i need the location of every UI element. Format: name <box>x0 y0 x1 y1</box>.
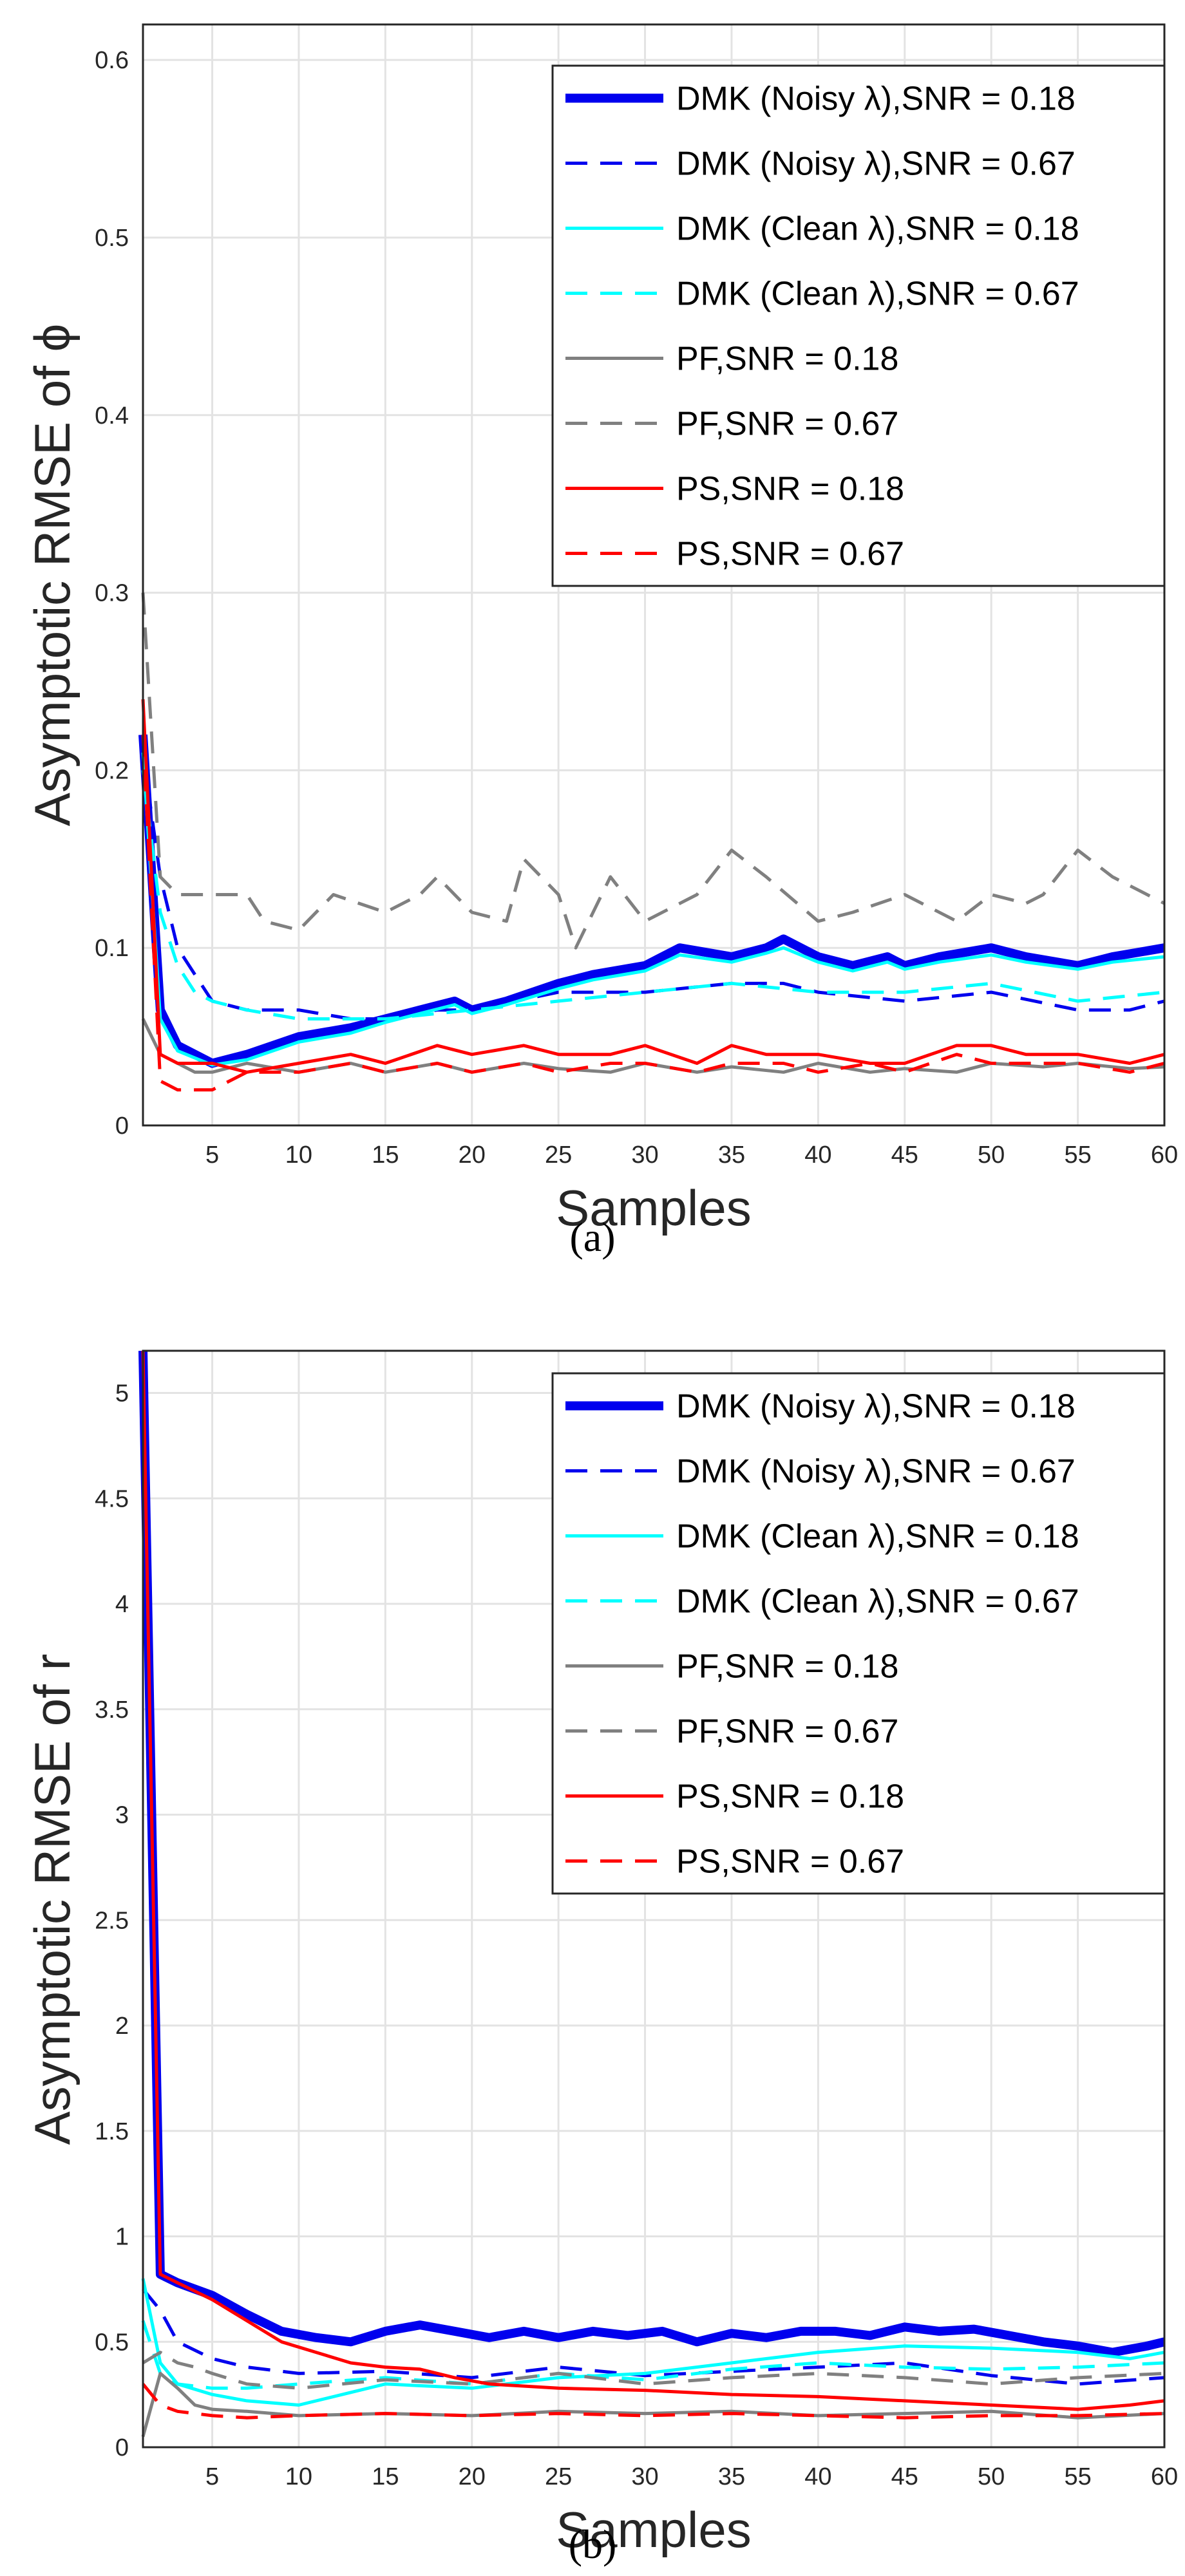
chart-b-legend-label-6: PF,SNR = 0.67 <box>676 1713 898 1751</box>
chart-a-y-tick-label: 0 <box>115 1113 129 1140</box>
chart-b-x-tick-label: 10 <box>285 2463 312 2490</box>
chart-b-y-axis-label: Asymptotic RMSE of r <box>24 1654 81 2145</box>
chart-a-legend: DMK (Noisy λ),SNR = 0.18 DMK (Noisy λ),SN… <box>551 64 1166 587</box>
chart-b-x-tick-label: 20 <box>459 2463 486 2490</box>
chart-a-x-tick-label: 10 <box>285 1142 312 1169</box>
chart-a-series-line-7 <box>141 699 1165 1074</box>
chart-b-y-tick-label: 4 <box>115 1591 129 1618</box>
chart-a-caption: (a) <box>569 1214 615 1260</box>
chart-b-legend: DMK (Noisy λ),SNR = 0.18 DMK (Noisy λ),SN… <box>551 1372 1166 1895</box>
chart-b-y-tick-label: 0.5 <box>95 2329 129 2356</box>
chart-a-y-tick-label: 0.2 <box>95 757 129 784</box>
chart-b-x-axis-label: Samples <box>556 2501 751 2558</box>
chart-b-x-tick-label: 15 <box>372 2463 399 2490</box>
chart-b-series <box>138 1350 1166 2438</box>
chart-b-x-tick-label: 40 <box>804 2463 831 2490</box>
chart-b-y-tick-label: 2 <box>115 2013 129 2040</box>
chart-a-x-tick-label: 40 <box>804 1142 831 1169</box>
chart-b-y-tick-label: 1 <box>115 2224 129 2251</box>
chart-b-y-tick-label: 3 <box>115 1802 129 1829</box>
chart-b-y-tick-label: 0 <box>115 2434 129 2461</box>
chart-a-legend-label-8: PS,SNR = 0.67 <box>676 536 904 573</box>
chart-a-series-line-2 <box>141 752 1165 1020</box>
chart-b-y-tick-label: 2.5 <box>95 1907 129 1934</box>
chart-a-series-line-5 <box>141 1018 1165 1074</box>
chart-a: 5 10 15 20 25 30 35 40 45 50 55 60 0 0.1 0.2 0.3 0.4 0.5 0… <box>24 23 1178 1260</box>
chart-b-legend-label-4: DMK (Clean λ),SNR = 0.67 <box>676 1583 1079 1621</box>
chart-a-legend-label-2: DMK (Noisy λ),SNR = 0.67 <box>676 146 1076 183</box>
chart-b-y-tick-label: 4.5 <box>95 1485 129 1512</box>
chart-b-y-tick-label: 1.5 <box>95 2118 129 2145</box>
chart-a-legend-box <box>551 64 1166 587</box>
chart-a-legend-label-3: DMK (Clean λ),SNR = 0.18 <box>676 211 1079 248</box>
chart-b-x-tick-label: 25 <box>545 2463 572 2490</box>
chart-b-y-tick-label: 3.5 <box>95 1697 129 1724</box>
chart-a-x-tick-label: 15 <box>372 1142 399 1169</box>
chart-a-series-line-1 <box>138 734 1166 1068</box>
chart-a-x-tick-label: 50 <box>978 1142 1005 1169</box>
chart-a-x-tick-label: 45 <box>891 1142 918 1169</box>
chart-a-series-line-3 <box>141 752 1165 1067</box>
chart-a-x-tick-label: 55 <box>1064 1142 1091 1169</box>
chart-a-y-tick-label: 0.6 <box>95 47 129 74</box>
chart-b-x-tick-label: 45 <box>891 2463 918 2490</box>
chart-a-x-tick-label: 25 <box>545 1142 572 1169</box>
chart-a-series-line-6 <box>141 592 1166 950</box>
chart-a-x-tick-label: 35 <box>718 1142 745 1169</box>
chart-b-axes-frame <box>142 1349 1166 2449</box>
chart-b-x-tick-label: 5 <box>205 2463 219 2490</box>
chart-b-legend-label-8: PS,SNR = 0.67 <box>676 1843 904 1881</box>
chart-b-y-tick-label: 5 <box>115 1380 129 1407</box>
chart-b-legend-label-7: PS,SNR = 0.18 <box>676 1778 904 1816</box>
chart-a-x-tick-label: 30 <box>631 1142 658 1169</box>
chart-a-y-tick-label: 0.4 <box>95 402 129 429</box>
chart-b-legend-box <box>551 1372 1166 1895</box>
chart-b-series-line-3 <box>141 2278 1165 2407</box>
chart-b-series-line-4 <box>141 2320 1165 2390</box>
chart-a-series-line-8 <box>141 735 1165 1092</box>
chart-b-x-tick-label: 50 <box>978 2463 1005 2490</box>
chart-a-x-tick-label: 5 <box>205 1142 219 1169</box>
chart-b-caption: (b) <box>569 2521 617 2567</box>
chart-b-series-line-7 <box>141 1350 1165 2411</box>
chart-b-x-tick-label: 55 <box>1064 2463 1091 2490</box>
chart-a-y-tick-label: 0.3 <box>95 580 129 607</box>
chart-a-y-tick-label: 0.1 <box>95 935 129 962</box>
chart-a-legend-label-1: DMK (Noisy λ),SNR = 0.18 <box>676 80 1076 118</box>
chart-b-x-tick-label: 35 <box>718 2463 745 2490</box>
chart-a-x-tick-label: 60 <box>1151 1142 1178 1169</box>
chart-b-legend-label-5: PF,SNR = 0.18 <box>676 1648 898 1686</box>
chart-a-x-tick-label: 20 <box>459 1142 486 1169</box>
chart-b-series-line-6 <box>142 2351 1165 2390</box>
chart-a-legend-label-4: DMK (Clean λ),SNR = 0.67 <box>676 276 1079 313</box>
chart-a-series <box>138 592 1166 1092</box>
chart-b-legend-label-3: DMK (Clean λ),SNR = 0.18 <box>676 1518 1079 1556</box>
chart-b-series-line-1 <box>138 1350 1166 2357</box>
chart-a-series-line-4 <box>141 770 1165 1020</box>
chart-b: 5 10 15 20 25 30 35 40 45 50 55 6000.511.522.533.54… <box>24 1349 1178 2567</box>
chart-a-y-axis-label: Asymptotic RMSE of ϕ <box>24 324 81 827</box>
chart-b-legend-label-1: DMK (Noisy λ),SNR = 0.18 <box>676 1388 1076 1425</box>
chart-b-x-tick-label: 30 <box>631 2463 658 2490</box>
chart-b-series-line-8 <box>142 2383 1165 2420</box>
chart-b-x-tick-label: 60 <box>1151 2463 1178 2490</box>
chart-b-legend-label-2: DMK (Noisy λ),SNR = 0.67 <box>676 1453 1076 1490</box>
chart-a-x-axis-label: Samples <box>556 1180 751 1236</box>
chart-a-legend-label-5: PF,SNR = 0.18 <box>676 341 898 378</box>
chart-a-y-tick-label: 0.5 <box>95 225 129 252</box>
chart-a-legend-label-6: PF,SNR = 0.67 <box>676 406 898 443</box>
chart-b-series-line-5 <box>141 2371 1165 2438</box>
chart-a-legend-label-7: PS,SNR = 0.18 <box>676 471 904 508</box>
